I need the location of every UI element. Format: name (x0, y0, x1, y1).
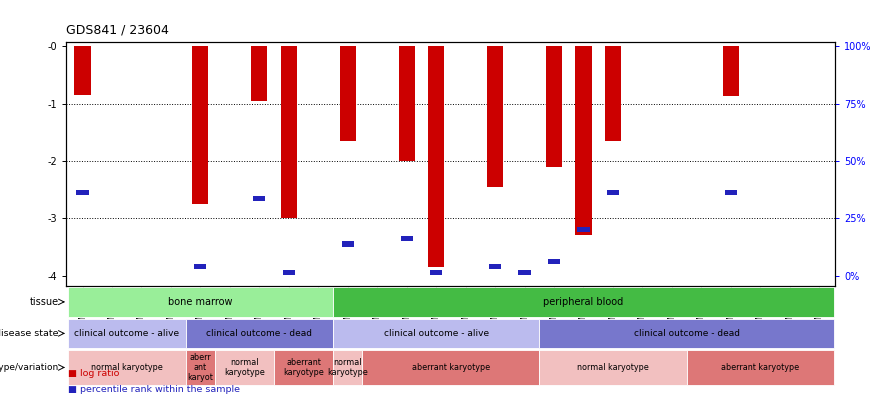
Bar (194, 264, 207, 270)
Text: clinical outcome - alive: clinical outcome - alive (384, 329, 489, 338)
Bar (283, 270, 295, 275)
Bar (333, 319, 539, 348)
Text: aberrant karyotype: aberrant karyotype (412, 363, 490, 372)
Bar (193, 46, 209, 204)
Text: aberr
ant
karyot: aberr ant karyot (187, 352, 213, 383)
Bar (539, 319, 834, 348)
Text: genotype/variation: genotype/variation (0, 363, 58, 372)
Bar (274, 350, 333, 385)
Bar (68, 350, 186, 385)
Bar (539, 350, 687, 385)
Bar (605, 46, 621, 141)
Bar (76, 190, 88, 195)
Bar (215, 350, 274, 385)
Text: normal karyotype: normal karyotype (577, 363, 649, 372)
Text: tissue: tissue (29, 297, 58, 307)
Bar (74, 46, 90, 95)
Text: aberrant
karyotype: aberrant karyotype (283, 358, 324, 377)
Bar (281, 46, 297, 218)
Text: aberrant karyotype: aberrant karyotype (721, 363, 799, 372)
Text: bone marrow: bone marrow (168, 297, 232, 307)
Text: ■ percentile rank within the sample: ■ percentile rank within the sample (68, 385, 240, 394)
Text: clinical outcome - dead: clinical outcome - dead (634, 329, 740, 338)
Bar (548, 259, 560, 264)
Bar (577, 227, 590, 232)
Bar (186, 319, 333, 348)
Bar (487, 46, 503, 187)
Text: clinical outcome - alive: clinical outcome - alive (74, 329, 179, 338)
Bar (723, 46, 739, 96)
Bar (362, 350, 539, 385)
Text: normal karyotype: normal karyotype (91, 363, 163, 372)
Bar (333, 350, 362, 385)
Bar (341, 242, 354, 247)
Bar (428, 46, 445, 267)
Bar (687, 350, 834, 385)
Text: normal
karyotype: normal karyotype (225, 358, 265, 377)
Text: peripheral blood: peripheral blood (544, 297, 623, 307)
Text: ■ log ratio: ■ log ratio (68, 369, 119, 378)
Bar (606, 190, 619, 195)
Bar (186, 350, 215, 385)
Bar (339, 46, 355, 141)
Bar (333, 287, 834, 317)
Bar (725, 190, 737, 195)
Bar (518, 270, 530, 275)
Bar (253, 196, 265, 201)
Text: disease state: disease state (0, 329, 58, 338)
Bar (575, 46, 591, 235)
Bar (68, 287, 333, 317)
Text: normal
karyotype: normal karyotype (327, 358, 368, 377)
Bar (399, 46, 415, 161)
Bar (68, 319, 186, 348)
Bar (489, 264, 501, 270)
Bar (251, 46, 267, 101)
Text: GDS841 / 23604: GDS841 / 23604 (66, 24, 169, 36)
Text: clinical outcome - dead: clinical outcome - dead (206, 329, 312, 338)
Bar (545, 46, 562, 167)
Bar (430, 270, 442, 275)
Bar (400, 236, 413, 241)
